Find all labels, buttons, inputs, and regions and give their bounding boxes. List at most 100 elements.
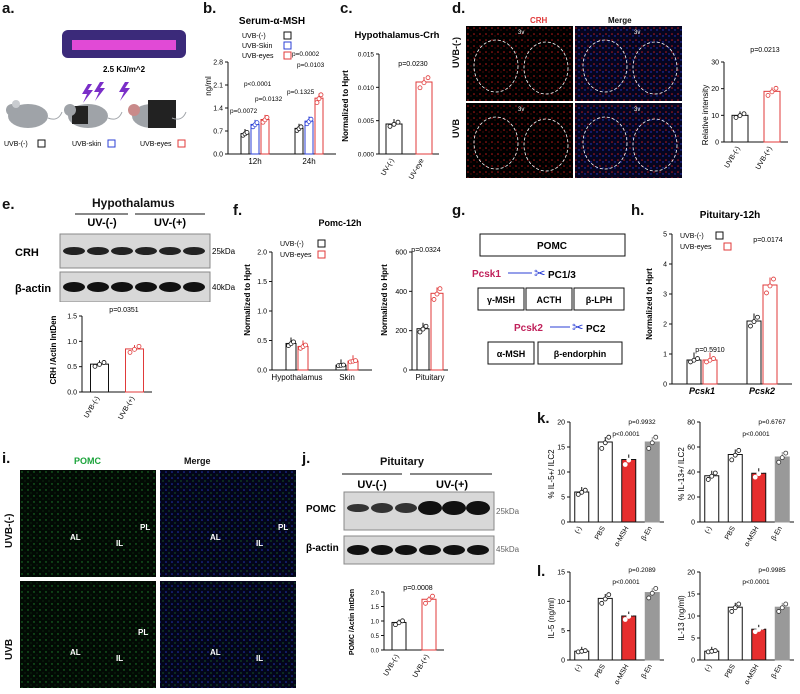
bar bbox=[385, 123, 403, 155]
x-tick-label: UVB-(-) bbox=[383, 654, 401, 678]
y-tick-label: 2 bbox=[663, 322, 667, 329]
v3-label-3: 3v bbox=[518, 107, 524, 113]
y-tick-label: 2.0 bbox=[371, 591, 380, 597]
panel-i-row2: UVB bbox=[4, 638, 15, 660]
y-tick-label: 5 bbox=[691, 636, 695, 643]
panel-d-row2-label: UVB bbox=[451, 118, 461, 138]
data-point bbox=[423, 600, 428, 606]
data-point bbox=[318, 92, 324, 98]
amsh-box bbox=[487, 341, 535, 365]
data-point bbox=[653, 434, 659, 440]
x-tick-label: 12h bbox=[248, 157, 261, 166]
blot-j-group1: UV-(-) bbox=[357, 479, 387, 491]
y-tick-label: 0.005 bbox=[358, 118, 375, 125]
x-tick-label: β-En bbox=[770, 663, 784, 680]
pcsk2-label: Pcsk2 bbox=[514, 323, 543, 334]
y-tick-label: 0.015 bbox=[358, 52, 375, 59]
pomc-image-top bbox=[20, 470, 156, 577]
data-point bbox=[97, 362, 102, 367]
data-point bbox=[101, 360, 107, 365]
data-point bbox=[741, 111, 747, 117]
bar bbox=[763, 90, 781, 143]
pomc-label: POMC bbox=[537, 241, 567, 252]
y-tick-label: 0 bbox=[715, 140, 719, 147]
chart-k-il5: % IL-5+/ ILC2 0 5 10 15 20 (-) PBS α-MSH β-En p=… bbox=[547, 419, 664, 548]
chart-d-ylabel: Relative intensity bbox=[701, 85, 710, 145]
panel-i-microscopy: AL IL PL AL IL PL AL IL PL AL IL bbox=[20, 470, 296, 688]
y-tick-label: 1.0 bbox=[371, 620, 380, 626]
crh-image-top bbox=[466, 26, 573, 101]
chart-h-title: Pituitary-12h bbox=[700, 210, 761, 221]
data-point bbox=[755, 314, 760, 320]
bar bbox=[621, 459, 637, 523]
data-point bbox=[606, 592, 612, 598]
y-tick-label: 2.8 bbox=[213, 60, 223, 67]
data-point bbox=[783, 450, 789, 456]
data-point bbox=[420, 326, 426, 332]
pl-label-2: PL bbox=[278, 523, 288, 532]
data-point bbox=[748, 323, 753, 329]
pval-k2-a: p=0.6767 bbox=[758, 419, 786, 426]
pc13-label: PC1/3 bbox=[548, 270, 576, 281]
chart-c: Hypothalamus-Crh Normalized to Hprt 0.00… bbox=[341, 30, 440, 181]
data-point bbox=[695, 356, 700, 361]
y-tick-label: 30 bbox=[711, 60, 719, 67]
y-tick-label: 0.000 bbox=[358, 152, 375, 159]
data-point bbox=[599, 446, 605, 451]
panel-l-letter: l. bbox=[537, 563, 546, 580]
y-tick-label: 15 bbox=[557, 445, 565, 452]
y-tick-label: 200 bbox=[395, 328, 407, 335]
chart-j: POMC /Actin IntDen 0.0 0.5 1.0 1.5 2.0 UVB-(-… bbox=[349, 585, 444, 679]
y-tick-label: 1.5 bbox=[67, 314, 77, 321]
panel-e-letter: e. bbox=[2, 196, 15, 213]
x-tick-label: UV-(-) bbox=[380, 158, 395, 178]
pomc-image-bottom bbox=[20, 581, 156, 688]
data-point bbox=[767, 283, 773, 289]
pval-h-2: p=0.0174 bbox=[753, 237, 782, 244]
mouse-icon bbox=[6, 100, 63, 128]
pval-f: p=0.0324 bbox=[411, 247, 440, 254]
v3-label-1: 3v bbox=[518, 30, 524, 36]
y-tick-label: 2.0 bbox=[257, 250, 267, 257]
data-point bbox=[308, 116, 314, 122]
data-point bbox=[646, 446, 652, 451]
y-tick-label: 0 bbox=[403, 368, 407, 375]
chart-b-legend: UVB-(-) UVB-Skin UVB-eyes bbox=[242, 31, 292, 60]
bar bbox=[731, 114, 749, 143]
data-point bbox=[434, 291, 440, 297]
y-tick-label: 10 bbox=[557, 599, 565, 606]
chart-f2-plot: 0 200 400 600 Pituitary bbox=[395, 250, 448, 382]
data-point bbox=[646, 595, 652, 601]
data-point bbox=[756, 627, 762, 632]
chart-l2-ylabel: IL-13 (ng/ml) bbox=[677, 595, 686, 641]
data-point bbox=[752, 474, 758, 480]
pval-k2-b: p<0.0001 bbox=[742, 431, 770, 438]
data-point bbox=[737, 113, 743, 118]
bar bbox=[415, 81, 433, 155]
chart-b-plot: 0.0 0.7 1.4 2.1 2.8 12h 24h bbox=[213, 60, 336, 166]
blot-j-group2: UV-(+) bbox=[436, 479, 468, 491]
y-tick-label: 0.0 bbox=[257, 368, 267, 375]
bar bbox=[597, 597, 613, 661]
data-point bbox=[423, 323, 429, 329]
blot-j-kda2: 45kDa bbox=[496, 545, 520, 554]
chart-k2-ylabel: % IL-13+/ ILC2 bbox=[677, 447, 686, 501]
bar bbox=[727, 454, 743, 523]
x-tick-label: α-MSH bbox=[743, 664, 760, 686]
x-tick-label: UVB-(+) bbox=[117, 396, 136, 422]
bar bbox=[125, 348, 144, 393]
bar bbox=[774, 606, 790, 661]
chart-f-title: Pomc-12h bbox=[318, 218, 361, 228]
y-tick-label: 5 bbox=[663, 232, 667, 239]
panel-c-letter: c. bbox=[340, 0, 353, 17]
x-tick-label: β-En bbox=[770, 525, 784, 542]
y-tick-label: 10 bbox=[711, 113, 719, 120]
al-label-3: AL bbox=[70, 648, 81, 657]
data-point bbox=[736, 448, 742, 453]
data-point bbox=[759, 624, 765, 630]
data-point bbox=[425, 75, 431, 81]
y-tick-label: 3 bbox=[663, 292, 667, 299]
chart-j-plot: 0.0 0.5 1.0 1.5 2.0 UVB-(-) UVB-(+) bbox=[371, 591, 444, 679]
blot-e-group1: UV-(-) bbox=[87, 217, 117, 229]
